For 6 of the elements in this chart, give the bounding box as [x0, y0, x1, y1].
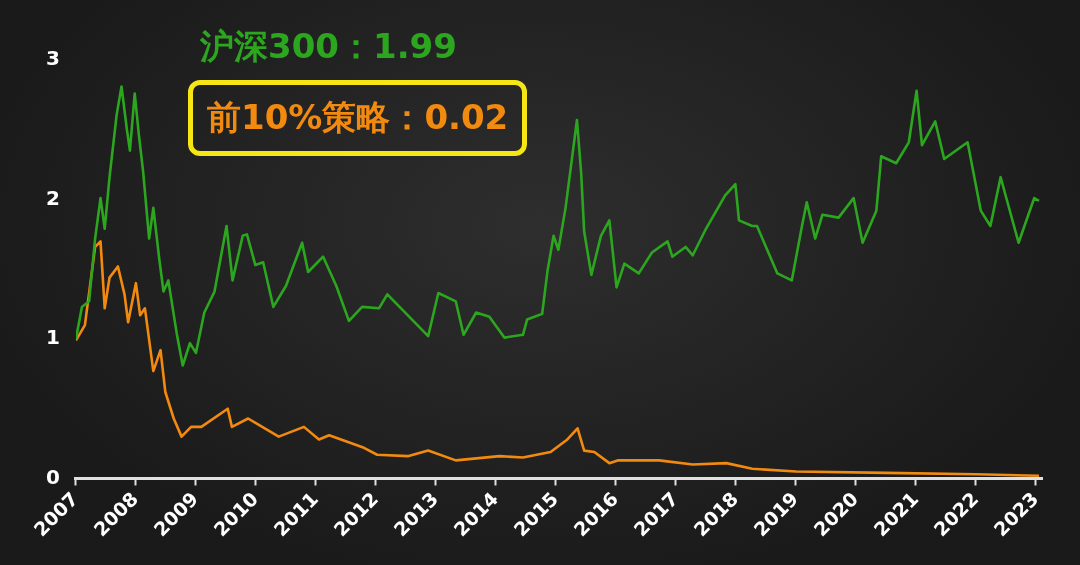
y-tick-label: 2: [45, 185, 60, 210]
y-tick-label: 0: [45, 464, 60, 489]
rounded-frame: 前10%策略：0.02: [188, 80, 528, 156]
y-tick-label: 1: [45, 325, 60, 350]
annotation: 沪深300：1.99: [200, 25, 457, 68]
y-tick-label: 3: [45, 46, 60, 71]
